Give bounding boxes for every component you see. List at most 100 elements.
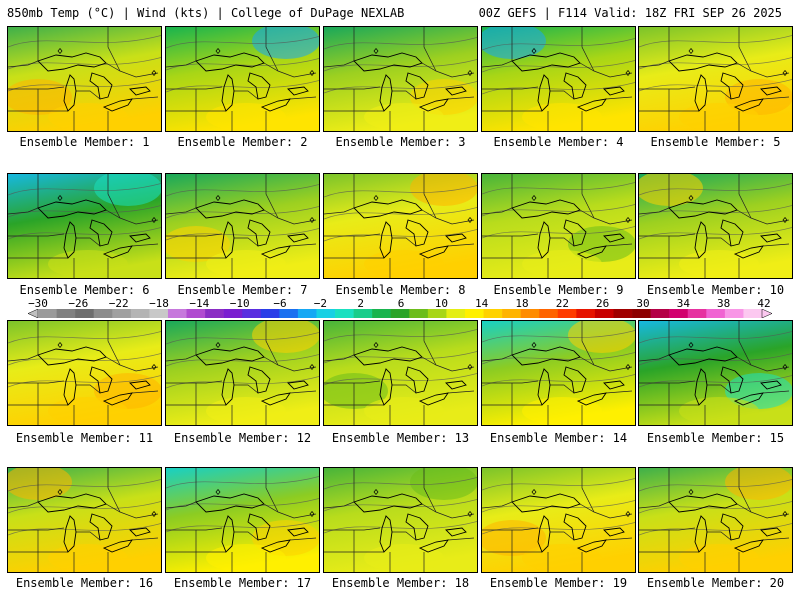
great-lake-outline — [260, 98, 291, 112]
great-lake-outline — [511, 493, 581, 513]
temperature-map — [324, 321, 477, 425]
state-border-line — [8, 380, 65, 384]
great-lake-outline — [247, 366, 271, 394]
colorbar-tick-label: 22 — [555, 297, 569, 310]
great-lake-outline — [89, 366, 113, 394]
state-border-line — [166, 354, 197, 362]
height-contour-line — [166, 36, 319, 49]
great-lake-outline — [195, 199, 265, 219]
height-contour-line — [324, 477, 477, 490]
height-contour-line — [166, 476, 319, 489]
state-border-line — [423, 174, 437, 219]
ensemble-map-panel — [638, 26, 793, 132]
ensemble-map-panel — [165, 26, 320, 132]
chart-title: 850mb Temp (°C) | Wind (kts) | College o… — [7, 6, 405, 20]
state-border-line — [324, 86, 381, 90]
colorbar-tick-label: −14 — [189, 297, 210, 310]
colorbar-swatch — [167, 309, 187, 318]
state-border-line — [289, 390, 317, 394]
great-lake-outline — [37, 346, 107, 366]
ensemble-map-panel — [7, 320, 162, 426]
temperature-map — [8, 174, 161, 278]
great-lake-outline — [129, 86, 151, 96]
great-lake-outline — [576, 539, 607, 553]
state-border-line — [166, 60, 197, 68]
height-contour-line — [324, 185, 477, 198]
state-border-line — [131, 243, 159, 247]
colorbar-tick-label: −10 — [229, 297, 250, 310]
great-lake-outline — [102, 98, 133, 112]
state-border-line — [263, 62, 317, 78]
great-lake-outline — [247, 513, 271, 541]
temperature-map — [324, 468, 477, 572]
great-lake-outline — [37, 52, 107, 72]
height-contour-line — [8, 35, 161, 48]
state-border-line — [107, 468, 121, 513]
state-border-line — [639, 527, 696, 531]
colorbar-swatch — [520, 309, 540, 318]
temperature-map — [639, 321, 792, 425]
colorbar-tick-label: 30 — [636, 297, 650, 310]
great-lake-outline — [37, 199, 107, 219]
temperature-anomaly-area — [48, 544, 128, 572]
state-border-line — [166, 527, 223, 531]
state-border-line — [324, 527, 381, 531]
great-lake-outline — [418, 98, 449, 112]
state-border-line — [166, 233, 223, 237]
state-border-line — [324, 501, 355, 509]
great-lake-outline — [102, 539, 133, 553]
colorbar-swatch — [149, 309, 169, 318]
state-border-line — [738, 321, 752, 366]
colorbar-swatch — [464, 309, 484, 318]
great-lake-outline — [603, 233, 625, 243]
station-marker-icon — [57, 341, 63, 349]
state-border-line — [166, 501, 197, 509]
great-lake-outline — [63, 515, 77, 553]
temperature-map — [324, 27, 477, 131]
state-border-line — [550, 531, 575, 541]
station-marker-icon — [373, 47, 379, 55]
station-marker-icon — [467, 510, 473, 518]
colorbar-swatch — [112, 309, 132, 318]
height-contour-line — [482, 374, 635, 387]
station-marker-icon — [467, 363, 473, 371]
state-border-line — [324, 354, 355, 362]
ensemble-member-label: Ensemble Member: 7 — [177, 283, 308, 297]
colorbar-swatch — [279, 309, 299, 318]
ensemble-member-label: Ensemble Member: 14 — [489, 431, 628, 445]
colorbar-tick-label: −26 — [68, 297, 89, 310]
station-marker-icon — [625, 69, 631, 77]
height-contour-line — [166, 376, 319, 389]
colorbar-tick-label: 42 — [757, 297, 771, 310]
state-border-line — [265, 27, 279, 72]
great-lake-outline — [733, 392, 764, 406]
colorbar-swatch — [242, 309, 262, 318]
state-border-line — [105, 209, 159, 225]
great-lake-outline — [247, 219, 271, 247]
state-border-line — [289, 243, 317, 247]
color-scale-labels: −30 −26 −22 −18 −14 −10 −6 −2 2 6 10 14 18 22 26 30 34 38… — [0, 297, 800, 310]
temperature-anomaly-area — [364, 397, 444, 425]
station-marker-icon — [688, 47, 694, 55]
station-marker-icon — [309, 363, 315, 371]
great-lake-outline — [37, 493, 107, 513]
height-contour-line — [166, 520, 319, 533]
colorbar-swatch — [669, 309, 689, 318]
temperature-map — [324, 174, 477, 278]
colorbar-swatch — [223, 309, 243, 318]
state-border-line — [423, 27, 437, 72]
state-border-line — [639, 501, 670, 509]
ensemble-member-label: Ensemble Member: 9 — [493, 283, 624, 297]
ensemble-member-label: Ensemble Member: 13 — [331, 431, 470, 445]
height-contour-line — [639, 523, 792, 536]
great-lake-outline — [445, 233, 467, 243]
great-lake-outline — [63, 221, 77, 259]
state-border-line — [265, 321, 279, 366]
great-lake-outline — [563, 513, 587, 541]
great-lake-outline — [537, 74, 551, 112]
state-border-line — [482, 86, 539, 90]
height-contour-line — [166, 332, 319, 345]
state-border-line — [8, 527, 65, 531]
station-marker-icon — [57, 47, 63, 55]
great-lake-outline — [445, 86, 467, 96]
